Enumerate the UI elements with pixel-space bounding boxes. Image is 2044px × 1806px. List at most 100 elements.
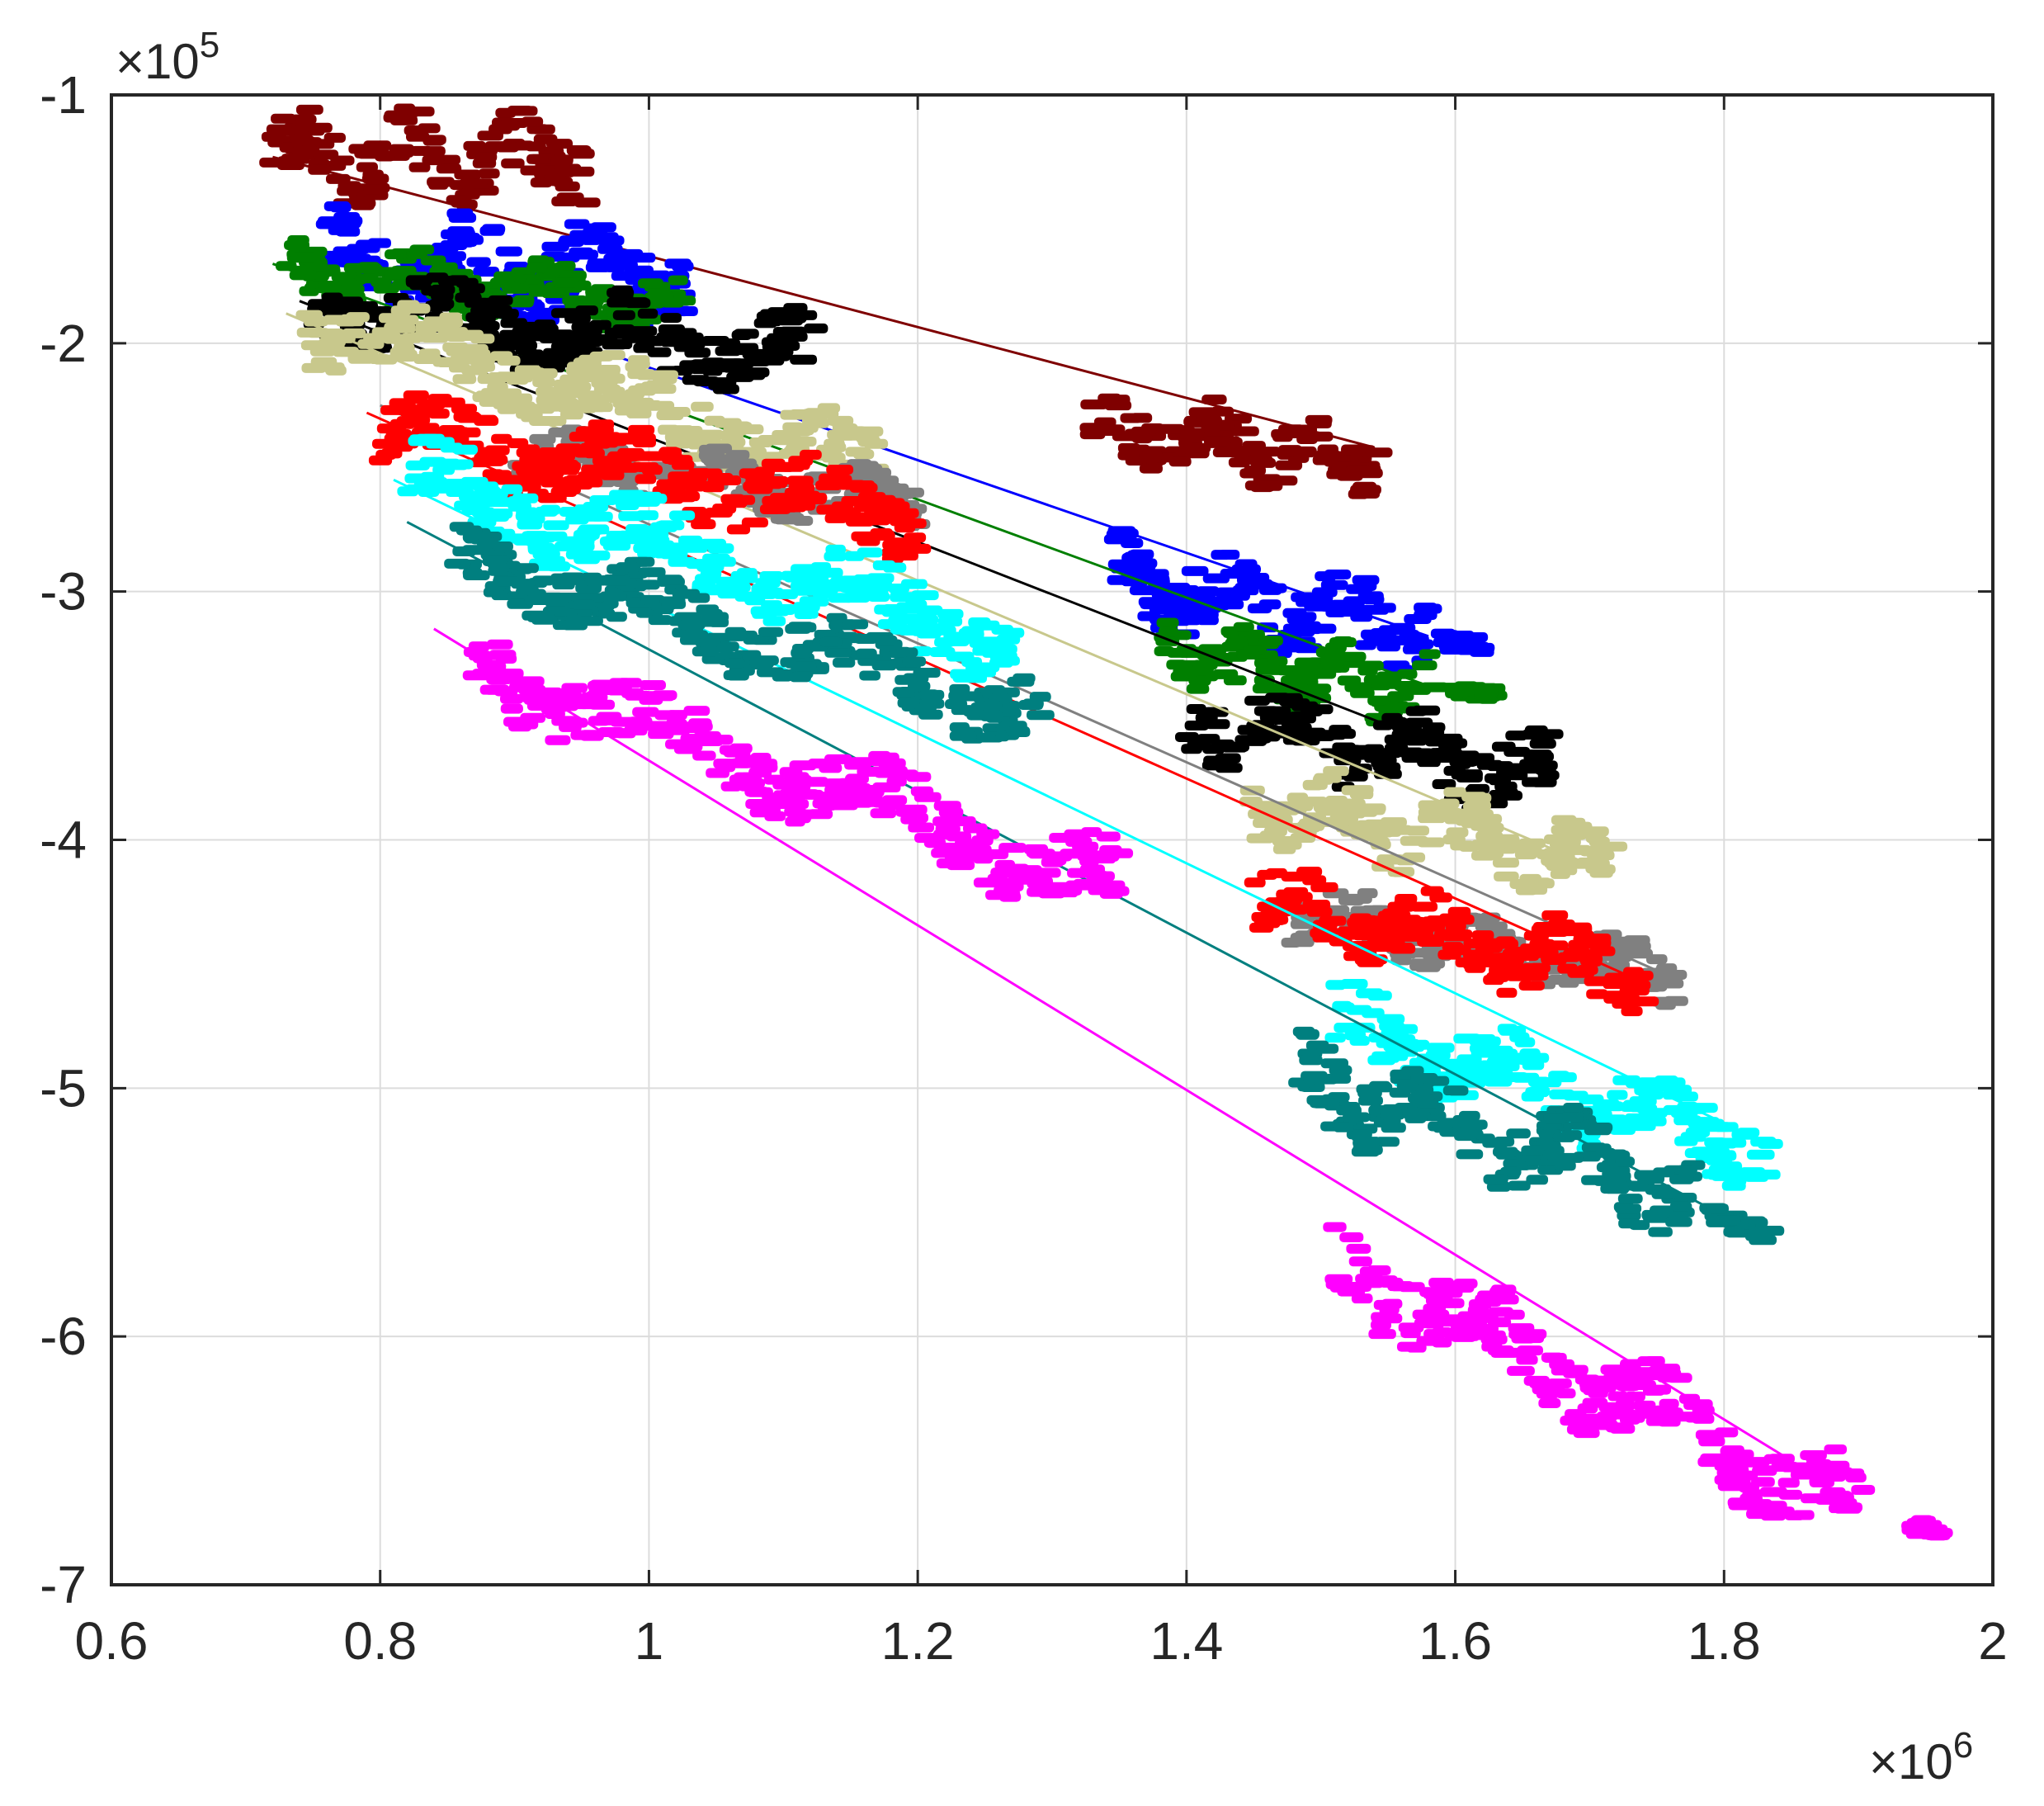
data-point [1581, 1175, 1608, 1185]
data-point [867, 591, 890, 602]
data-point [1186, 683, 1210, 694]
data-point [318, 280, 342, 291]
data-point [1329, 936, 1352, 947]
data-point [640, 679, 666, 690]
data-point [1195, 712, 1218, 723]
data-point [1258, 584, 1282, 595]
data-point [875, 635, 898, 645]
data-point [1188, 407, 1217, 418]
data-point [389, 144, 414, 154]
data-point [775, 502, 799, 513]
data-point [1716, 1468, 1744, 1478]
data-point [1442, 683, 1467, 693]
data-point [1352, 574, 1380, 585]
data-point [881, 795, 908, 806]
data-point [1802, 1469, 1831, 1480]
data-point [707, 543, 734, 554]
data-point [1669, 1411, 1697, 1422]
data-point [1667, 1373, 1692, 1383]
data-point [446, 208, 474, 219]
data-point [635, 510, 659, 521]
series-7-cluster-1 [368, 390, 932, 564]
data-point [559, 507, 587, 518]
data-point [1187, 736, 1211, 747]
data-point [1396, 1080, 1420, 1091]
data-point [1401, 753, 1423, 764]
data-point [1626, 980, 1651, 990]
data-point [357, 338, 385, 349]
data-point [530, 611, 555, 622]
data-point [1221, 742, 1248, 753]
data-point [816, 504, 837, 515]
data-point [452, 444, 479, 455]
data-point [661, 598, 687, 609]
data-point [444, 558, 471, 569]
data-point [1480, 848, 1504, 858]
data-point [635, 474, 657, 485]
series-9-cluster-3 [1699, 1203, 1785, 1246]
data-point [616, 562, 641, 573]
data-point [1525, 1087, 1550, 1098]
data-point [949, 730, 977, 741]
data-point [1159, 597, 1179, 608]
data-point [763, 475, 789, 486]
data-point [1614, 995, 1640, 1006]
data-point [1312, 920, 1338, 930]
data-point [987, 873, 1008, 884]
y-tick-label: -3 [40, 562, 87, 622]
y-tick-label: -2 [40, 314, 87, 373]
data-point [1706, 1203, 1730, 1214]
data-point [1121, 537, 1144, 548]
data-point [408, 162, 431, 173]
data-point [1346, 1243, 1371, 1254]
data-point [1751, 1501, 1773, 1512]
x-tick-label: 1 [635, 1611, 664, 1671]
data-point [1381, 820, 1404, 830]
data-point [582, 550, 611, 560]
data-point [1348, 489, 1370, 499]
data-point [368, 354, 391, 365]
data-point [1367, 990, 1392, 1001]
data-point [1414, 1318, 1438, 1329]
data-point [1041, 857, 1064, 868]
data-point [1715, 1161, 1743, 1172]
data-point [510, 579, 536, 589]
data-point [762, 616, 786, 626]
data-point [556, 459, 579, 470]
data-point [1236, 566, 1258, 577]
data-point [404, 473, 427, 484]
data-point [969, 638, 991, 649]
data-point [593, 384, 621, 395]
data-point [1605, 1422, 1629, 1433]
data-point [1410, 901, 1438, 912]
data-point [584, 223, 609, 234]
data-point [1648, 1227, 1673, 1237]
data-point [1458, 841, 1480, 852]
data-point [512, 493, 539, 504]
data-point [789, 672, 812, 683]
data-point [1674, 1136, 1698, 1146]
data-point [630, 433, 656, 443]
data-point [500, 703, 523, 714]
series-9-cluster-1 [444, 522, 1055, 744]
data-point [1714, 1427, 1739, 1438]
data-point [1496, 987, 1518, 998]
data-point [713, 759, 737, 769]
data-point [933, 801, 961, 811]
data-point [1244, 877, 1266, 888]
data-point [1390, 1047, 1418, 1057]
data-point [765, 798, 791, 809]
data-point [720, 781, 742, 792]
data-point [1465, 1064, 1486, 1075]
data-point [1104, 398, 1130, 409]
data-point [1106, 529, 1134, 540]
data-point [1563, 926, 1592, 937]
data-point [1603, 979, 1624, 990]
data-point [1357, 1088, 1382, 1099]
series-5-cluster-2 [1239, 766, 1628, 896]
data-point [1343, 951, 1364, 962]
data-point [463, 646, 484, 657]
data-point [426, 438, 448, 449]
data-point [1381, 1298, 1403, 1309]
data-point [331, 333, 356, 343]
